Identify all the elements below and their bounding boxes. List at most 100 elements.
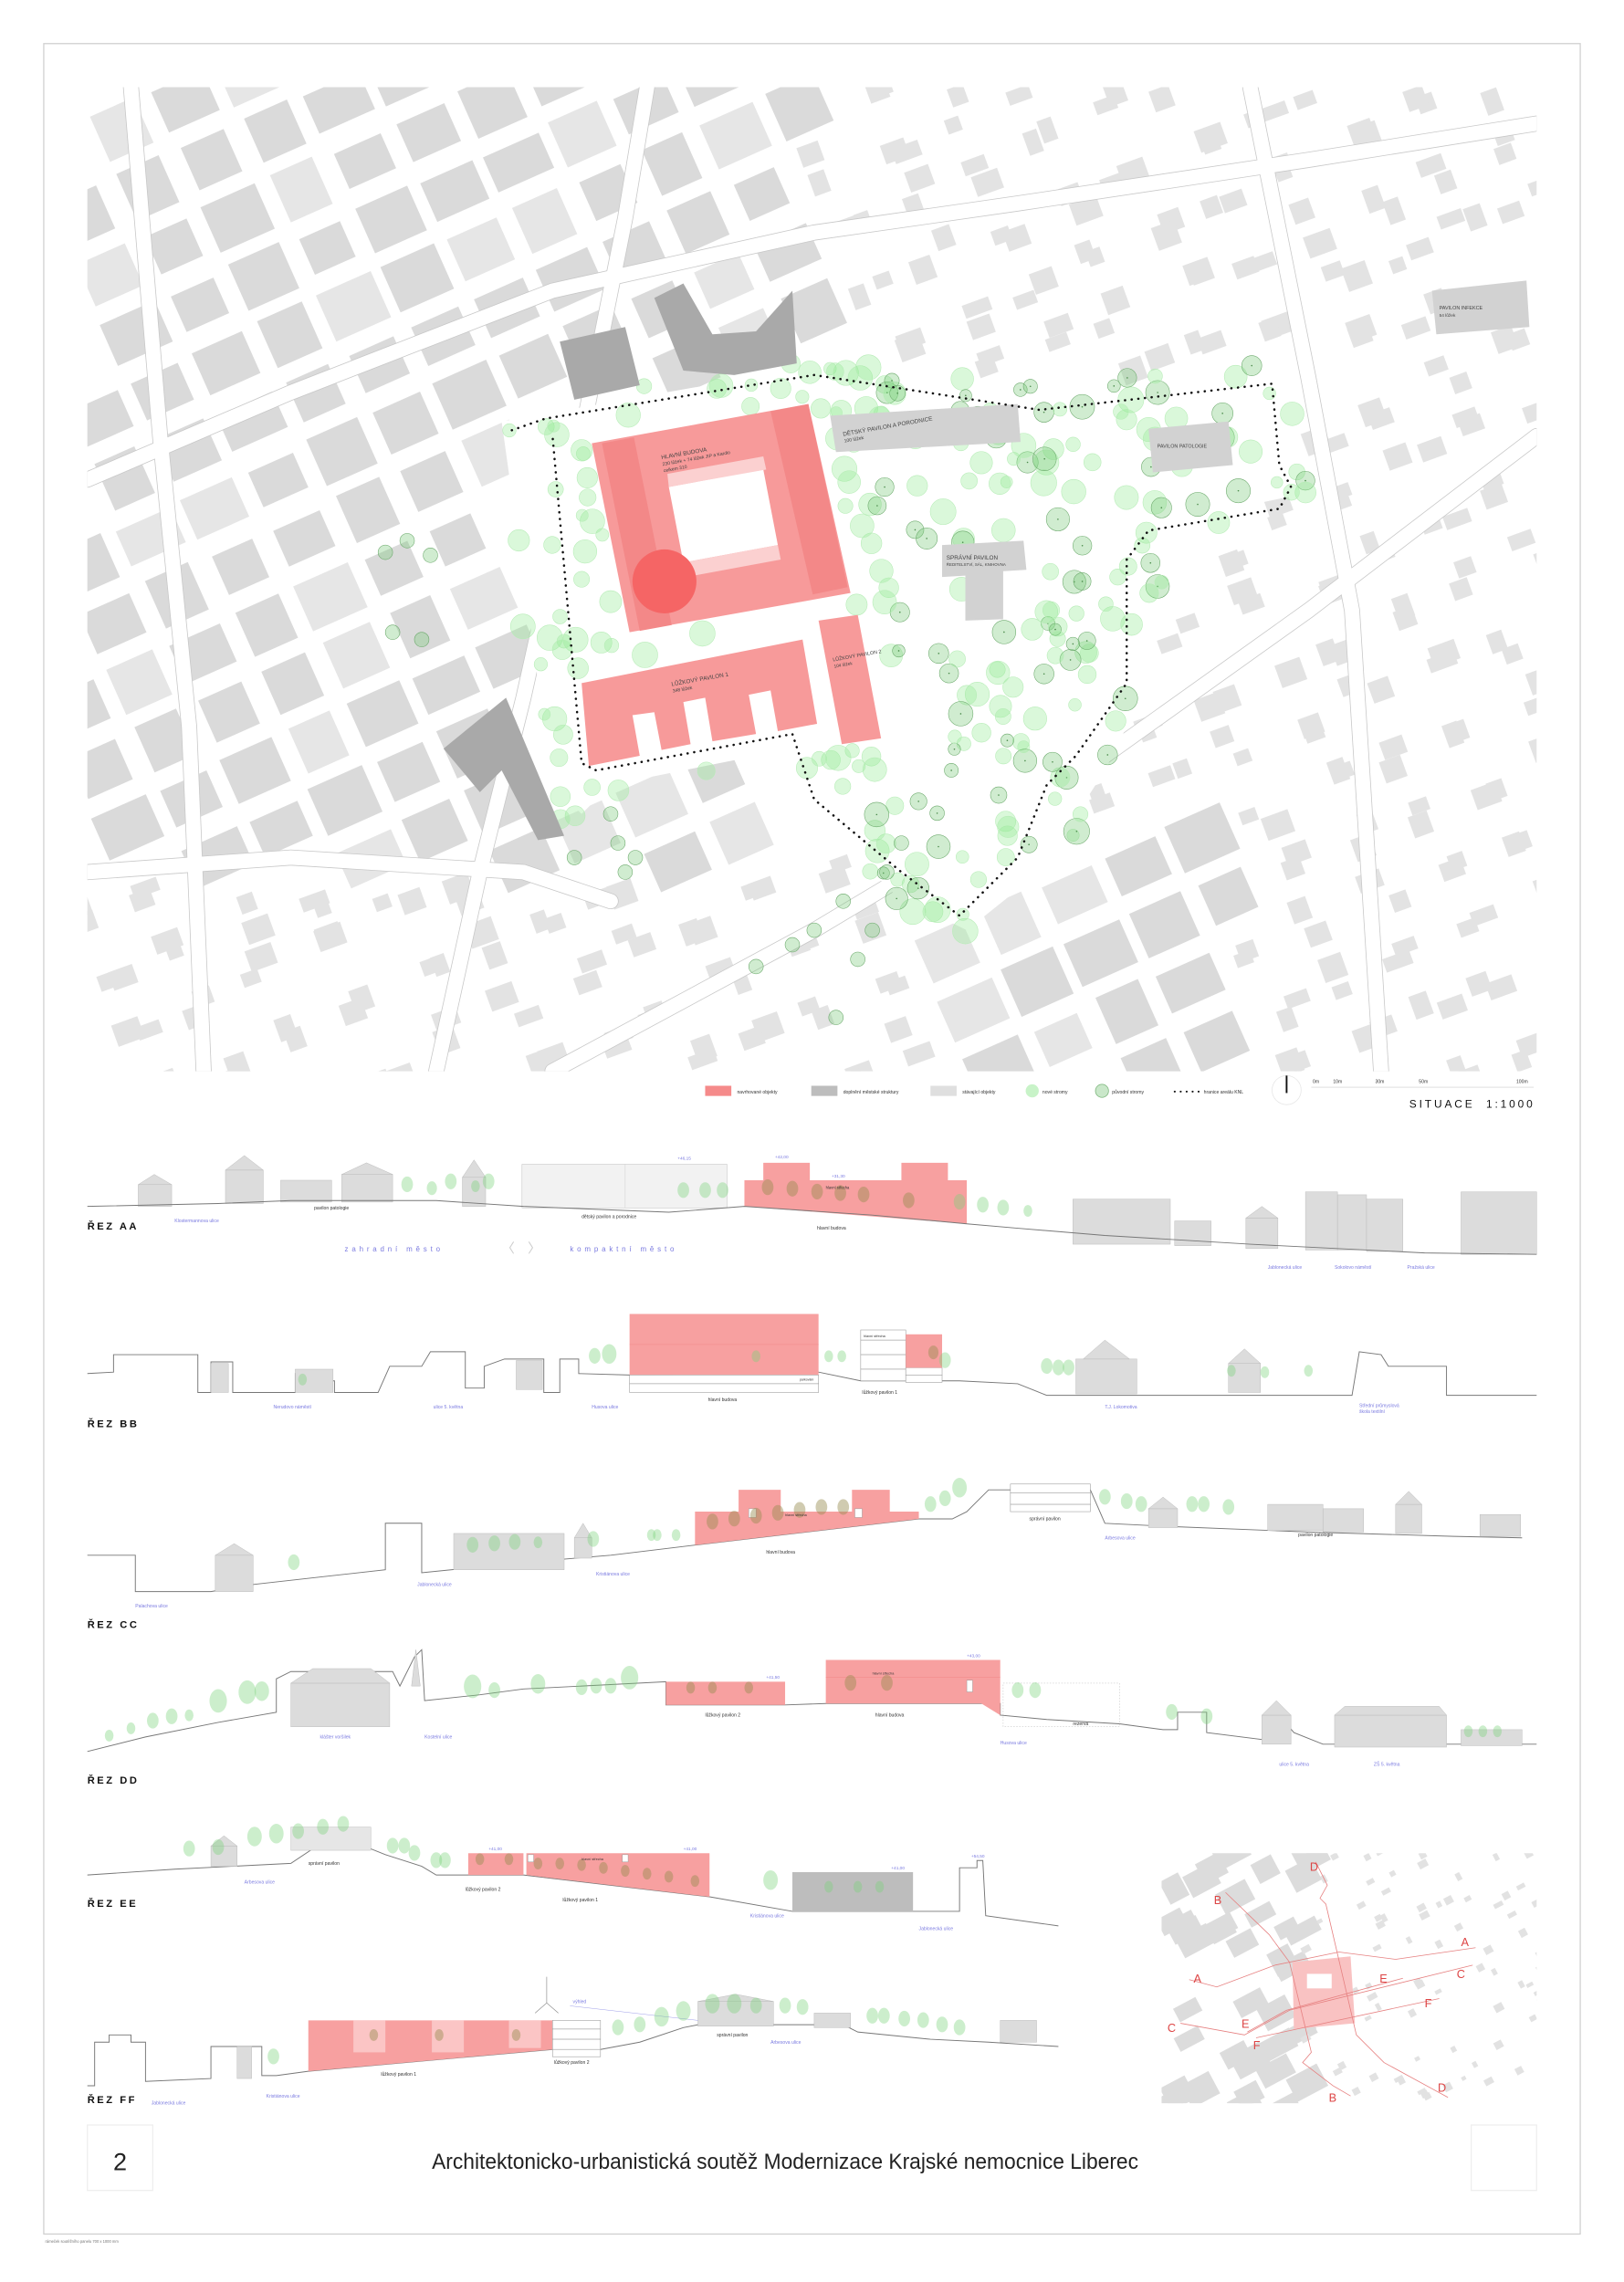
tree-trunk xyxy=(938,845,939,848)
city-block xyxy=(273,509,336,567)
house xyxy=(151,926,184,955)
key-house xyxy=(1356,1900,1367,1910)
roof-label: hlavní střecha xyxy=(581,1858,604,1861)
tree-in-courtyard xyxy=(690,1875,700,1888)
house xyxy=(1378,754,1409,784)
house xyxy=(974,355,999,379)
key-house xyxy=(1515,1882,1526,1891)
key-house xyxy=(1533,1989,1537,1996)
section-ff: ŘEZ FF Jablonecká ulice Kristiánova ulic… xyxy=(88,1976,1059,2107)
key-house xyxy=(1528,2014,1537,2023)
tree xyxy=(146,1712,159,1729)
tree xyxy=(386,1837,399,1854)
key-house xyxy=(1493,2002,1505,2014)
house xyxy=(1484,974,1518,1001)
key-house xyxy=(1380,1887,1391,1896)
house xyxy=(1331,760,1356,782)
street-label: Palachova ulice xyxy=(135,1604,168,1609)
new-tree xyxy=(547,481,564,497)
house xyxy=(1357,397,1388,428)
existing-tree xyxy=(806,922,822,938)
building-label: lůžkový pavilon 1 xyxy=(862,1389,897,1396)
new-tree xyxy=(996,848,1015,866)
legend-label: hranice areálu KNL xyxy=(1204,1090,1244,1095)
new-block-north xyxy=(654,283,797,375)
legend-label: nové stromy xyxy=(1043,1090,1068,1095)
city-block xyxy=(288,710,350,774)
tree-in-courtyard xyxy=(686,1681,696,1694)
tree-trunk xyxy=(1065,777,1068,779)
key-house xyxy=(1388,1869,1397,1878)
new-tree xyxy=(858,492,882,517)
tree xyxy=(209,1689,227,1713)
key-house xyxy=(1374,2002,1382,2012)
tree xyxy=(439,1852,451,1869)
city-block xyxy=(355,185,427,254)
tree-in-courtyard xyxy=(786,1180,799,1197)
key-house xyxy=(1379,1913,1388,1923)
new-tree xyxy=(564,805,586,827)
house xyxy=(1408,990,1434,1021)
house xyxy=(110,1016,145,1047)
new-tree xyxy=(812,750,827,767)
tree xyxy=(1053,1359,1064,1376)
tree xyxy=(589,1347,601,1364)
city-block xyxy=(144,218,204,275)
new-tree xyxy=(1294,481,1316,504)
key-house xyxy=(1363,1853,1372,1862)
house xyxy=(1388,889,1412,914)
admin-pavilion-label: SPRÁVNÍ PAVILON xyxy=(947,553,999,561)
tree xyxy=(246,1827,262,1847)
new-tree xyxy=(1207,511,1231,534)
new-tree xyxy=(850,513,875,539)
new-tree xyxy=(509,613,536,640)
key-block xyxy=(1271,2092,1301,2104)
tree-in-courtyard xyxy=(599,1861,608,1874)
street-label: Kristiánova ulice xyxy=(267,2094,300,2099)
key-block xyxy=(1183,2073,1213,2099)
tree-in-courtyard xyxy=(511,2029,521,2041)
house xyxy=(529,909,551,934)
key-house xyxy=(1416,1902,1427,1913)
tree-trunk xyxy=(1113,385,1116,387)
legend-label: stávající objekty xyxy=(962,1090,996,1095)
tree-trunk xyxy=(1043,457,1045,460)
house xyxy=(904,163,936,193)
key-letter-f: F xyxy=(1425,1996,1432,2010)
house xyxy=(1438,857,1466,883)
helipad xyxy=(632,549,697,613)
city-block xyxy=(1105,836,1172,897)
key-house xyxy=(1351,2086,1361,2097)
house xyxy=(807,169,832,197)
house xyxy=(961,296,993,319)
tree xyxy=(727,1994,742,2014)
city-block xyxy=(213,87,286,108)
new-tree xyxy=(1072,806,1089,822)
section-label: ŘEZ CC xyxy=(88,1618,140,1630)
new-tree xyxy=(823,361,837,376)
house xyxy=(1426,650,1459,674)
house xyxy=(1402,87,1430,112)
house xyxy=(902,1041,936,1067)
new-tree-icon xyxy=(1025,1083,1039,1098)
house xyxy=(1093,318,1116,340)
tree xyxy=(612,2019,624,2036)
city-block xyxy=(498,333,568,399)
tree-trunk xyxy=(1237,489,1240,492)
height-mark: +41,00 xyxy=(488,1847,502,1852)
tree xyxy=(298,1373,308,1386)
section-dd: ŘEZ DD klášter voršilek Kostelní ulice l… xyxy=(87,1649,1537,1786)
tree xyxy=(936,2016,948,2033)
dark-gray-swatch xyxy=(811,1085,838,1096)
tree-trunk xyxy=(917,801,919,802)
key-house xyxy=(1417,1858,1430,1870)
city-block xyxy=(914,919,980,984)
section-trees xyxy=(401,1173,1032,1218)
new-tree xyxy=(862,863,879,880)
key-house xyxy=(1506,1910,1517,1920)
new-tree xyxy=(875,375,894,394)
roof-label: hlavní střecha xyxy=(785,1513,808,1517)
house xyxy=(1238,592,1265,615)
house xyxy=(1233,949,1254,968)
house xyxy=(1556,239,1579,267)
